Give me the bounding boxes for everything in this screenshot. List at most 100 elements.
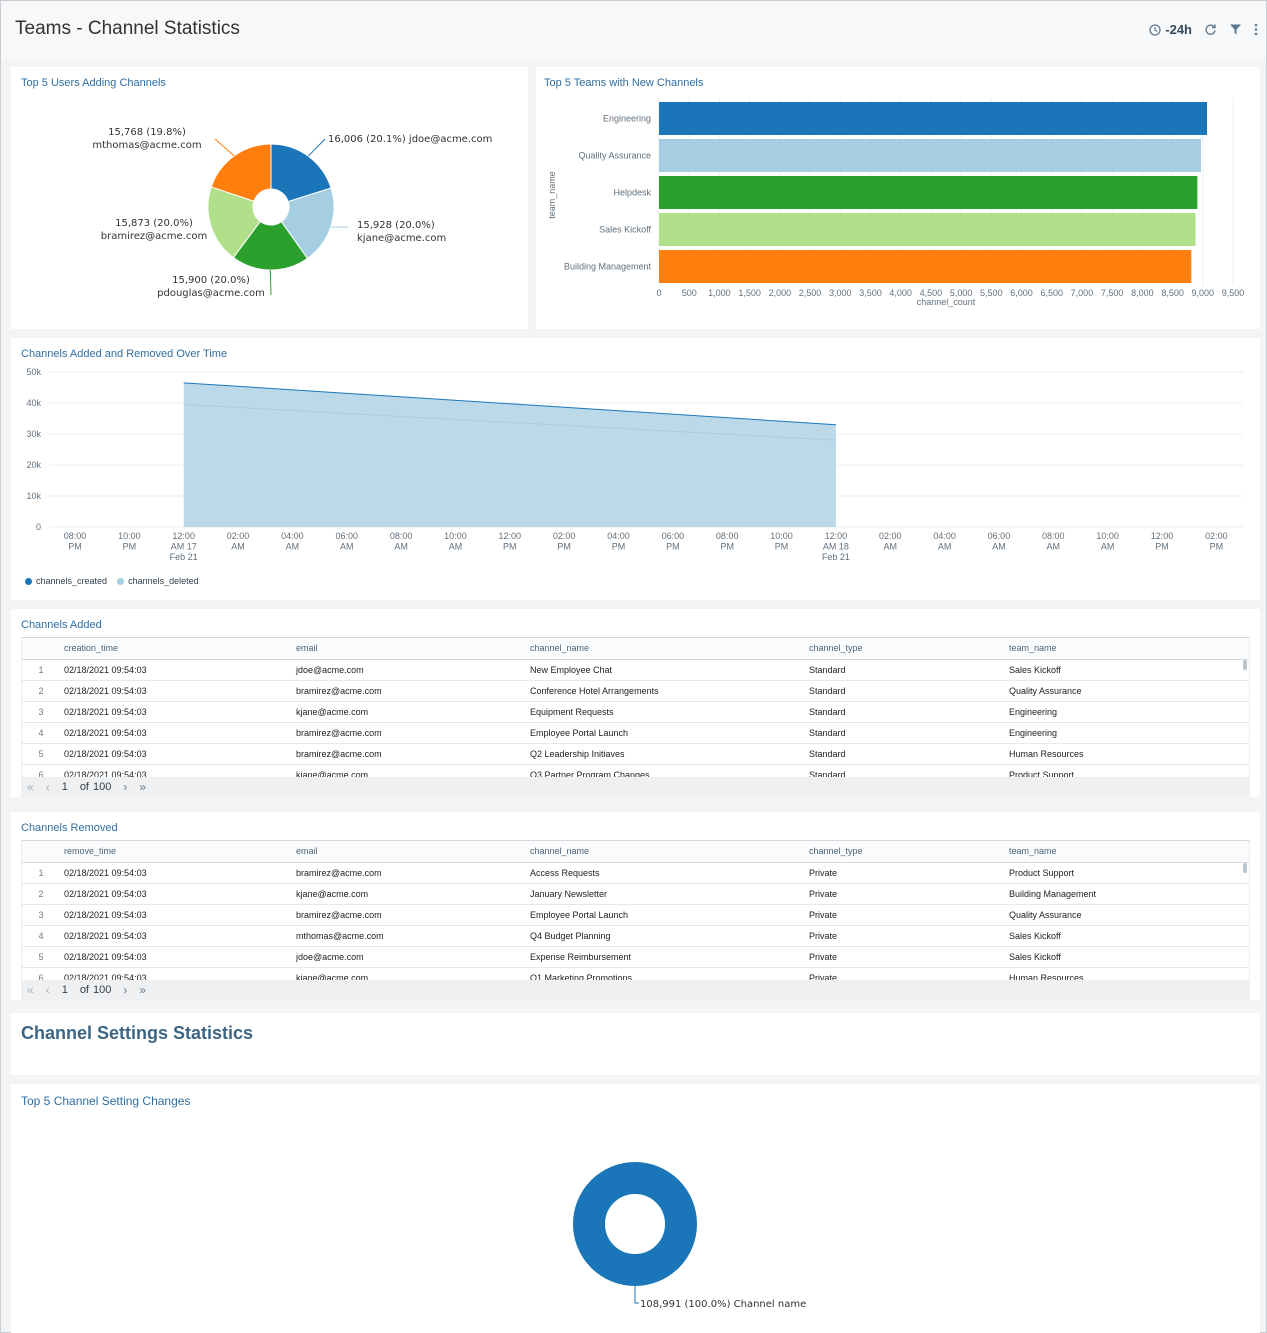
table-scrollbar[interactable]	[1243, 660, 1247, 670]
cell-channel-name: Q3 Partner Program Changes	[526, 764, 805, 777]
page-number-input[interactable]: 1	[61, 781, 68, 793]
table-row[interactable]: 1 02/18/2021 09:54:03 bramirez@acme.com Acc…	[22, 862, 1249, 884]
time-range-label: -24h	[1165, 22, 1192, 37]
x-tick-label: 7,000	[1071, 288, 1094, 298]
x-tick-label: PM	[720, 542, 734, 552]
pie-slice[interactable]	[280, 187, 335, 260]
x-tick-label: 2,500	[799, 288, 822, 298]
more-vertical-icon[interactable]	[1254, 23, 1258, 36]
legend-item-created[interactable]: channels_created	[25, 576, 107, 586]
last-page-icon[interactable]: »	[139, 780, 147, 794]
x-tick-label: 8,000	[1131, 288, 1154, 298]
cell-email: bramirez@acme.com	[292, 680, 526, 702]
x-tick-label: 02:00	[227, 531, 250, 541]
series-line-created[interactable]	[183, 382, 836, 426]
x-axis-label: channel_count	[917, 297, 976, 307]
dashboard-header: Teams - Channel Statistics -24h	[1, 1, 1266, 59]
bar[interactable]	[659, 102, 1208, 135]
table-row[interactable]: 4 02/18/2021 09:54:03 bramirez@acme.com Emp…	[22, 722, 1249, 744]
cell-creation-time: 02/18/2021 09:54:03	[60, 743, 292, 765]
column-header-creation-time[interactable]: creation_time	[60, 638, 292, 660]
cell-team-name: Quality Assurance	[1005, 680, 1249, 702]
next-page-icon[interactable]: ›	[123, 780, 128, 794]
page-number-input[interactable]: 1	[61, 984, 68, 996]
filter-icon[interactable]	[1229, 23, 1242, 36]
column-header-channel-type[interactable]: channel_type	[805, 841, 1005, 863]
pie-slice[interactable]	[210, 143, 272, 202]
cell-team-name: Human Resources	[1005, 967, 1249, 980]
page-of-label: of	[79, 984, 89, 996]
cell-channel-type: Private	[805, 904, 1005, 926]
time-range-button[interactable]: -24h	[1149, 22, 1192, 37]
x-tick-label: PM	[775, 542, 789, 552]
prev-page-icon[interactable]: ‹	[45, 780, 50, 794]
pie-slice[interactable]	[573, 1162, 697, 1286]
timeline-panel: Channels Added and Removed Over Time 0 10…	[11, 338, 1260, 600]
table-row[interactable]: 2 02/18/2021 09:54:03 bramirez@acme.com Con…	[22, 680, 1249, 702]
panel-title: Channels Added and Removed Over Time	[21, 348, 228, 360]
cell-channel-name: Q1 Marketing Promotions	[526, 967, 805, 980]
column-header-email[interactable]: email	[292, 638, 526, 660]
table-row[interactable]: 3 02/18/2021 09:54:03 bramirez@acme.com Emp…	[22, 904, 1249, 926]
series-area-created[interactable]	[183, 382, 836, 527]
table-row[interactable]: 3 02/18/2021 09:54:03 kjane@acme.com Equipm…	[22, 701, 1249, 723]
cell-creation-time: 02/18/2021 09:54:03	[60, 722, 292, 744]
section-title: Channel Settings Statistics	[21, 1023, 254, 1043]
table-scrollbar[interactable]	[1243, 863, 1247, 873]
series-line-deleted[interactable]	[183, 404, 836, 441]
table-row[interactable]: 5 02/18/2021 09:54:03 bramirez@acme.com Q2 …	[22, 743, 1249, 765]
table-row[interactable]: 5 02/18/2021 09:54:03 jdoe@acme.com Expense…	[22, 946, 1249, 968]
last-page-icon[interactable]: »	[139, 983, 147, 997]
y-tick-label: 30k	[26, 429, 41, 439]
table-row[interactable]: 2 02/18/2021 09:54:03 kjane@acme.com Januar…	[22, 883, 1249, 905]
pie-leader-line	[634, 1286, 639, 1304]
table-row[interactable]: 6 02/18/2021 09:54:03 kjane@acme.com Q3 Par…	[22, 764, 1249, 777]
column-header-remove-time[interactable]: remove_time	[60, 841, 292, 863]
pie-slice[interactable]	[207, 186, 261, 259]
cell-team-name: Building Management	[1005, 883, 1249, 905]
x-tick-label: 08:00	[64, 531, 87, 541]
x-tick-label: 8,500	[1161, 288, 1184, 298]
bar[interactable]	[659, 213, 1196, 246]
next-page-icon[interactable]: ›	[123, 983, 128, 997]
column-header-email[interactable]: email	[292, 841, 526, 863]
bar[interactable]	[659, 250, 1192, 283]
x-tick-label: AM	[449, 542, 463, 552]
clock-icon	[1149, 23, 1161, 36]
table-row[interactable]: 1 02/18/2021 09:54:03 jdoe@acme.com New Emp…	[22, 659, 1249, 681]
first-page-icon[interactable]: «	[27, 780, 34, 794]
pie-data-label: 16,006 (20.1%) jdoe@acme.com	[328, 134, 492, 145]
column-header-channel-name[interactable]: channel_name	[526, 841, 805, 863]
column-header-channel-type[interactable]: channel_type	[805, 638, 1005, 660]
page-of-label: of	[79, 781, 89, 793]
cell-channel-type: Private	[805, 883, 1005, 905]
x-tick-label: AM 18	[823, 542, 849, 552]
cell-email: mthomas@acme.com	[292, 925, 526, 947]
table-row[interactable]: 6 02/18/2021 09:54:03 kjane@acme.com Q1 Mar…	[22, 967, 1249, 980]
settings-pie-panel: Top 5 Channel Setting Changes 108,991 (1…	[11, 1084, 1260, 1333]
pie-data-label: kjane@acme.com	[357, 233, 446, 244]
cell-remove-time: 02/18/2021 09:54:03	[60, 967, 292, 980]
row-index: 3	[22, 701, 60, 723]
prev-page-icon[interactable]: ‹	[45, 983, 50, 997]
page-total: 100	[93, 984, 112, 996]
column-header-team-name[interactable]: team_name	[1005, 841, 1249, 863]
row-index: 4	[22, 925, 60, 947]
first-page-icon[interactable]: «	[27, 983, 34, 997]
row-index: 2	[22, 680, 60, 702]
x-tick-label: 02:00	[879, 531, 902, 541]
channels-added-table: creation_time email channel_name channel_ty…	[21, 637, 1250, 777]
x-tick-label: 5,000	[950, 288, 973, 298]
bar[interactable]	[659, 139, 1201, 172]
bar[interactable]	[659, 176, 1198, 209]
pie-slice[interactable]	[270, 143, 332, 203]
pie-slice[interactable]	[232, 220, 309, 271]
table-row[interactable]: 4 02/18/2021 09:54:03 mthomas@acme.com Q4 B…	[22, 925, 1249, 947]
x-tick-label: 12:00	[825, 531, 848, 541]
refresh-icon[interactable]	[1204, 23, 1217, 36]
legend-item-deleted[interactable]: channels_deleted	[117, 576, 199, 586]
column-header-channel-name[interactable]: channel_name	[526, 638, 805, 660]
x-tick-label: 6,500	[1040, 288, 1063, 298]
y-tick-label: 40k	[26, 398, 41, 408]
column-header-team-name[interactable]: team_name	[1005, 638, 1249, 660]
